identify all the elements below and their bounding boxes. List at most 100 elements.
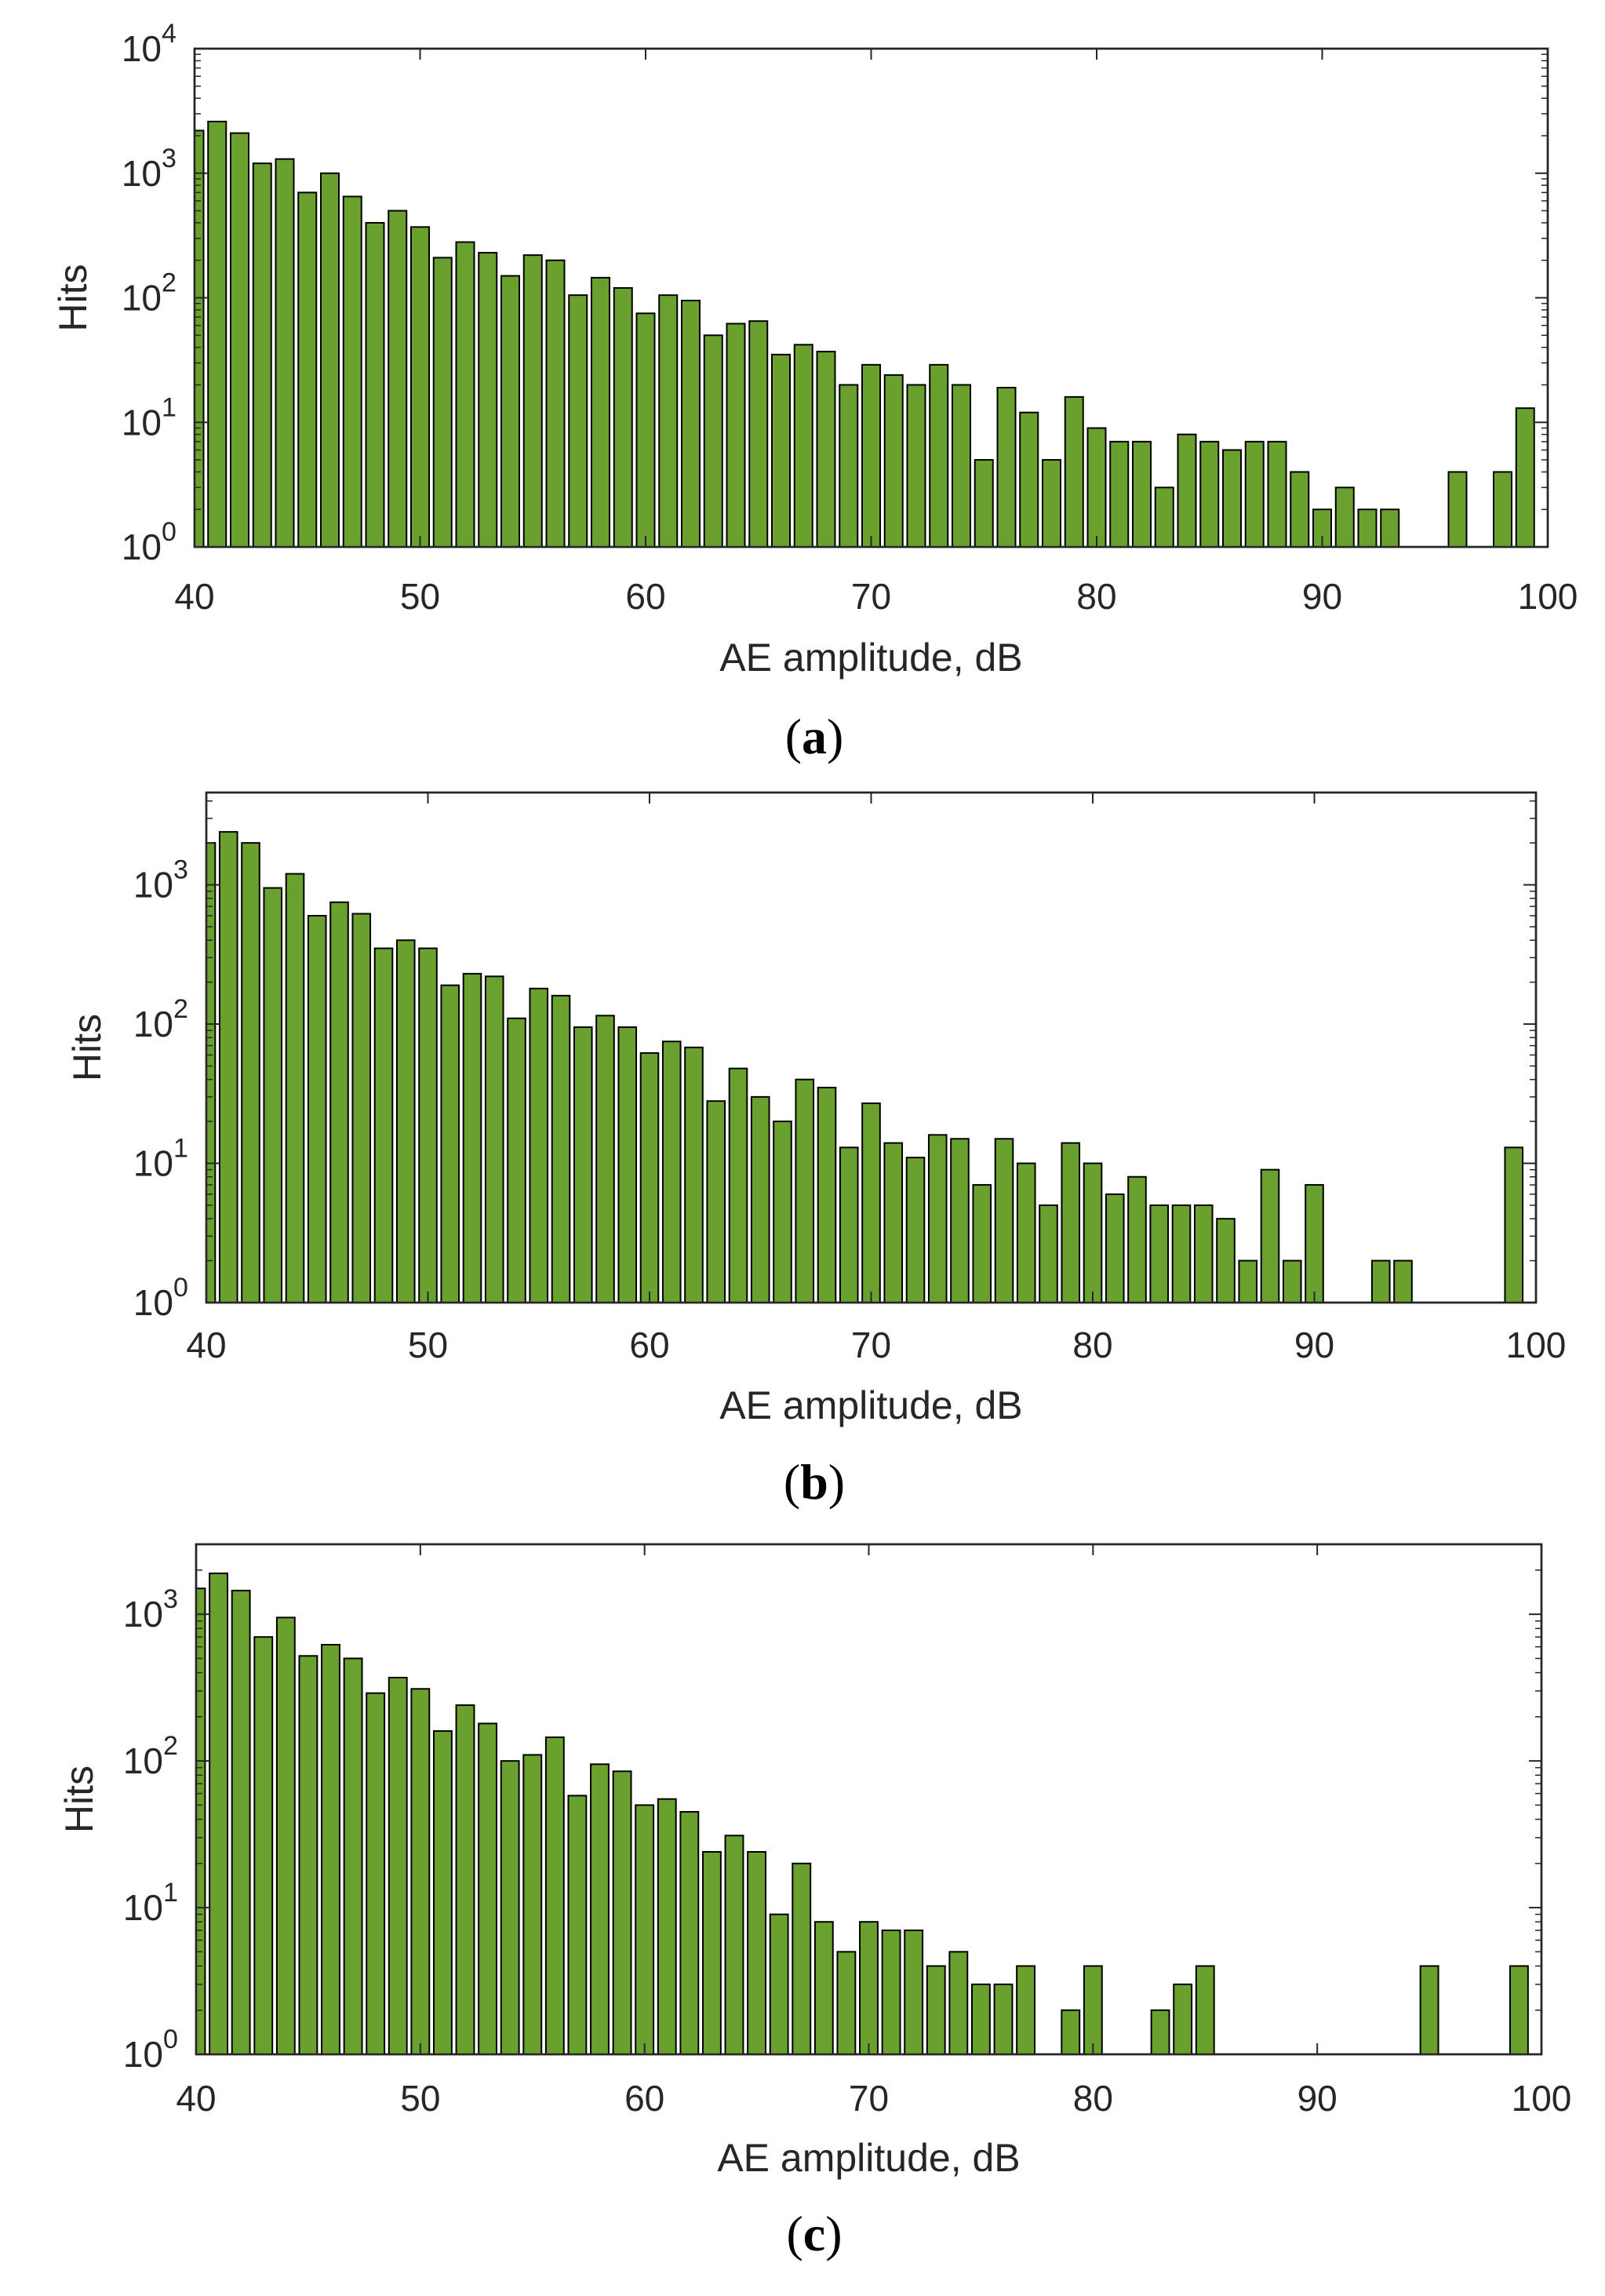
bar-a-98 [1493, 471, 1512, 548]
y-axis-label: Hits [57, 1766, 101, 1833]
bar-b-85 [1193, 1204, 1214, 1303]
bar-c-53 [478, 1722, 498, 2055]
bar-c-47 [343, 1657, 363, 2055]
bar-c-41 [209, 1573, 229, 2055]
bar-a-72 [906, 384, 926, 548]
bar-a-64 [726, 323, 746, 548]
bar-c-85 [1195, 1965, 1215, 2055]
bar-b-50 [418, 947, 438, 1304]
bar-a-65 [748, 320, 769, 548]
bar-c-45 [298, 1655, 318, 2056]
y-tick-label: 10 [133, 1282, 173, 1323]
bar-c-42 [231, 1590, 251, 2055]
y-tick-exponent: 0 [173, 1273, 188, 1303]
bar-c-50 [410, 1688, 431, 2056]
bar-b-87 [1238, 1259, 1258, 1303]
bar-c-49 [388, 1676, 408, 2055]
bar-b-57 [573, 1026, 593, 1304]
y-tick-label: 10 [122, 527, 162, 567]
bar-b-63 [706, 1100, 726, 1304]
bar-a-67 [793, 344, 813, 548]
panel-caption: (a) [785, 709, 844, 764]
bar-b-60 [639, 1051, 660, 1304]
x-axis-label: AE amplitude, dB [717, 2136, 1020, 2180]
bar-c-83 [1150, 2009, 1170, 2055]
y-tick-label: 10 [122, 402, 162, 443]
bar-b-44 [285, 873, 305, 1304]
bar-c-69 [836, 1951, 857, 2056]
bar-c-84 [1173, 1983, 1193, 2056]
bar-b-71 [883, 1142, 904, 1303]
bar-b-99 [1504, 1146, 1524, 1303]
bar-a-66 [771, 353, 791, 548]
bar-b-77 [1016, 1162, 1036, 1304]
x-tick-label: 70 [851, 1325, 891, 1365]
bar-b-88 [1260, 1168, 1280, 1304]
bar-c-71 [881, 1930, 901, 2056]
y-tick-label: 10 [133, 865, 173, 906]
y-tick-exponent: 1 [162, 392, 177, 422]
bar-c-74 [948, 1951, 969, 2056]
bar-b-93 [1370, 1259, 1391, 1303]
bar-b-82 [1127, 1175, 1147, 1303]
bar-b-65 [750, 1095, 770, 1303]
panel-caption: (b) [784, 1454, 845, 1510]
bar-a-93 [1380, 508, 1400, 548]
y-tick-label: 10 [122, 278, 162, 319]
y-tick-label: 10 [123, 1594, 163, 1635]
bar-a-54 [500, 275, 520, 548]
bar-c-57 [567, 1795, 588, 2056]
y-tick-label: 10 [123, 1887, 163, 1928]
bar-a-96 [1447, 471, 1468, 548]
x-tick-label: 80 [1072, 1325, 1112, 1365]
y-axis-label: Hits [51, 264, 95, 331]
bar-c-60 [635, 1804, 655, 2055]
bar-c-66 [769, 1913, 789, 2056]
bar-b-48 [373, 947, 394, 1304]
bar-b-40 [206, 842, 217, 1303]
bar-b-49 [395, 939, 416, 1303]
y-tick-label: 10 [123, 1740, 163, 1781]
bar-a-68 [816, 351, 836, 548]
y-tick-exponent: 2 [162, 268, 177, 298]
bar-c-58 [590, 1763, 610, 2056]
bar-a-44 [275, 158, 295, 548]
bar-a-79 [1064, 395, 1084, 548]
bar-b-46 [329, 901, 349, 1304]
bar-b-51 [440, 984, 460, 1303]
bar-b-67 [795, 1078, 815, 1303]
bar-b-90 [1305, 1184, 1324, 1304]
y-tick-exponent: 1 [173, 1134, 188, 1164]
bar-c-67 [792, 1862, 812, 2056]
bar-b-84 [1171, 1204, 1192, 1303]
bar-b-59 [617, 1026, 638, 1304]
bar-a-42 [230, 132, 249, 548]
bar-a-91 [1334, 487, 1355, 548]
bar-b-66 [773, 1121, 792, 1303]
y-tick-exponent: 3 [173, 855, 188, 885]
x-tick-label: 60 [629, 1325, 669, 1365]
bar-a-92 [1357, 508, 1378, 548]
bar-c-56 [544, 1736, 565, 2055]
x-tick-label: 40 [176, 2078, 216, 2119]
y-tick-exponent: 3 [163, 1584, 178, 1614]
bar-a-62 [681, 300, 701, 548]
bar-b-58 [595, 1015, 615, 1304]
x-tick-label: 80 [1073, 2078, 1113, 2119]
bar-c-59 [612, 1770, 632, 2056]
bar-c-72 [904, 1930, 924, 2056]
bar-b-62 [684, 1046, 704, 1304]
bar-c-48 [366, 1692, 386, 2055]
bar-b-80 [1083, 1162, 1103, 1304]
bar-c-76 [993, 1983, 1014, 2056]
y-tick-exponent: 1 [163, 1878, 178, 1908]
x-axis-label: AE amplitude, dB [719, 636, 1022, 680]
panel-caption: (c) [786, 2206, 842, 2261]
x-tick-label: 100 [1518, 576, 1578, 617]
bar-a-71 [883, 374, 904, 548]
bar-c-68 [813, 1921, 834, 2055]
